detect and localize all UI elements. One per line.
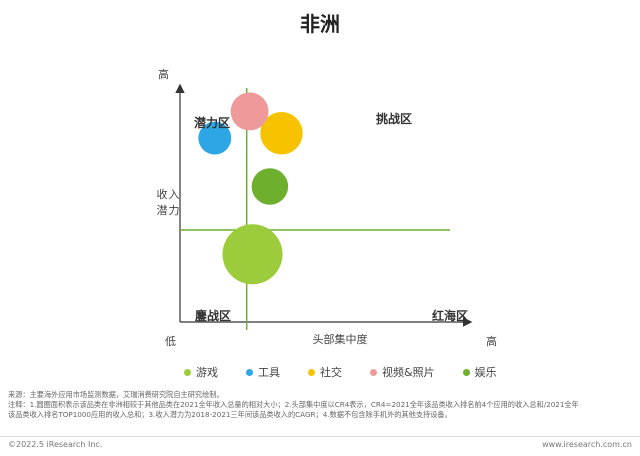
bubble-1 xyxy=(198,121,232,155)
legend-label: 工具 xyxy=(258,366,280,379)
x-axis-low-label: 低 xyxy=(165,335,176,348)
legend-label: 游戏 xyxy=(196,366,218,379)
legend-swatch xyxy=(308,368,315,376)
source-line: 来源：主要海外应用市场监测数据，艾瑞消费研究院自主研究绘制。 xyxy=(8,390,224,399)
legend-label: 视频&照片 xyxy=(382,366,435,379)
y-axis-title: 收入潜力 xyxy=(157,187,180,217)
quadrant-bottom-left-label: 鏖战区 xyxy=(195,308,231,323)
website-url: www.iresearch.com.cn xyxy=(542,440,632,449)
legend-swatch xyxy=(184,368,191,376)
quadrant-top-left-label: 潜力区 xyxy=(194,115,230,130)
legend-swatch xyxy=(246,368,253,376)
x-axis-title: 头部集中度 xyxy=(313,332,368,346)
legend-item-4: 娱乐 xyxy=(462,364,497,380)
copyright: ©2022.5 iResearch Inc. xyxy=(8,440,103,449)
legend-item-3: 视频&照片 xyxy=(370,364,435,380)
bubble-4 xyxy=(251,168,289,205)
chart-title: 非洲 xyxy=(300,12,340,36)
quadrant-bottom-right-label: 红海区 xyxy=(432,308,468,323)
bubble-2 xyxy=(260,112,303,155)
note-line-2: 该品类收入排名TOP1000应用的收入总和；3.收入潜力为2018-2021三年… xyxy=(8,410,452,419)
note-line-1: 注释：1.圆圈面积表示该品类在非洲相较于其他品类在2021全年收入总量的相对大小… xyxy=(8,400,579,409)
quadrant-top-right-label: 挑战区 xyxy=(376,111,412,126)
legend-item-1: 工具 xyxy=(246,364,280,380)
legend-item-0: 游戏 xyxy=(184,364,218,380)
legend-swatch xyxy=(370,368,377,376)
footer: ©2022.5 iResearch Inc. www.iresearch.com… xyxy=(0,436,640,456)
bubble-0 xyxy=(222,224,283,285)
source-notes: 来源：主要海外应用市场监测数据，艾瑞消费研究院自主研究绘制。 注释：1.圆圈面积… xyxy=(8,390,634,420)
legend-item-2: 社交 xyxy=(308,364,342,380)
bubble-3 xyxy=(230,92,269,131)
legend-swatch xyxy=(462,368,470,376)
legend-label: 娱乐 xyxy=(474,366,497,379)
chart-legend: 游戏 工具 社交 视频&照片 娱乐 xyxy=(184,364,525,380)
x-axis-high-label: 高 xyxy=(486,334,497,348)
legend-label: 社交 xyxy=(320,366,342,379)
y-axis-high-label: 高 xyxy=(158,67,169,81)
